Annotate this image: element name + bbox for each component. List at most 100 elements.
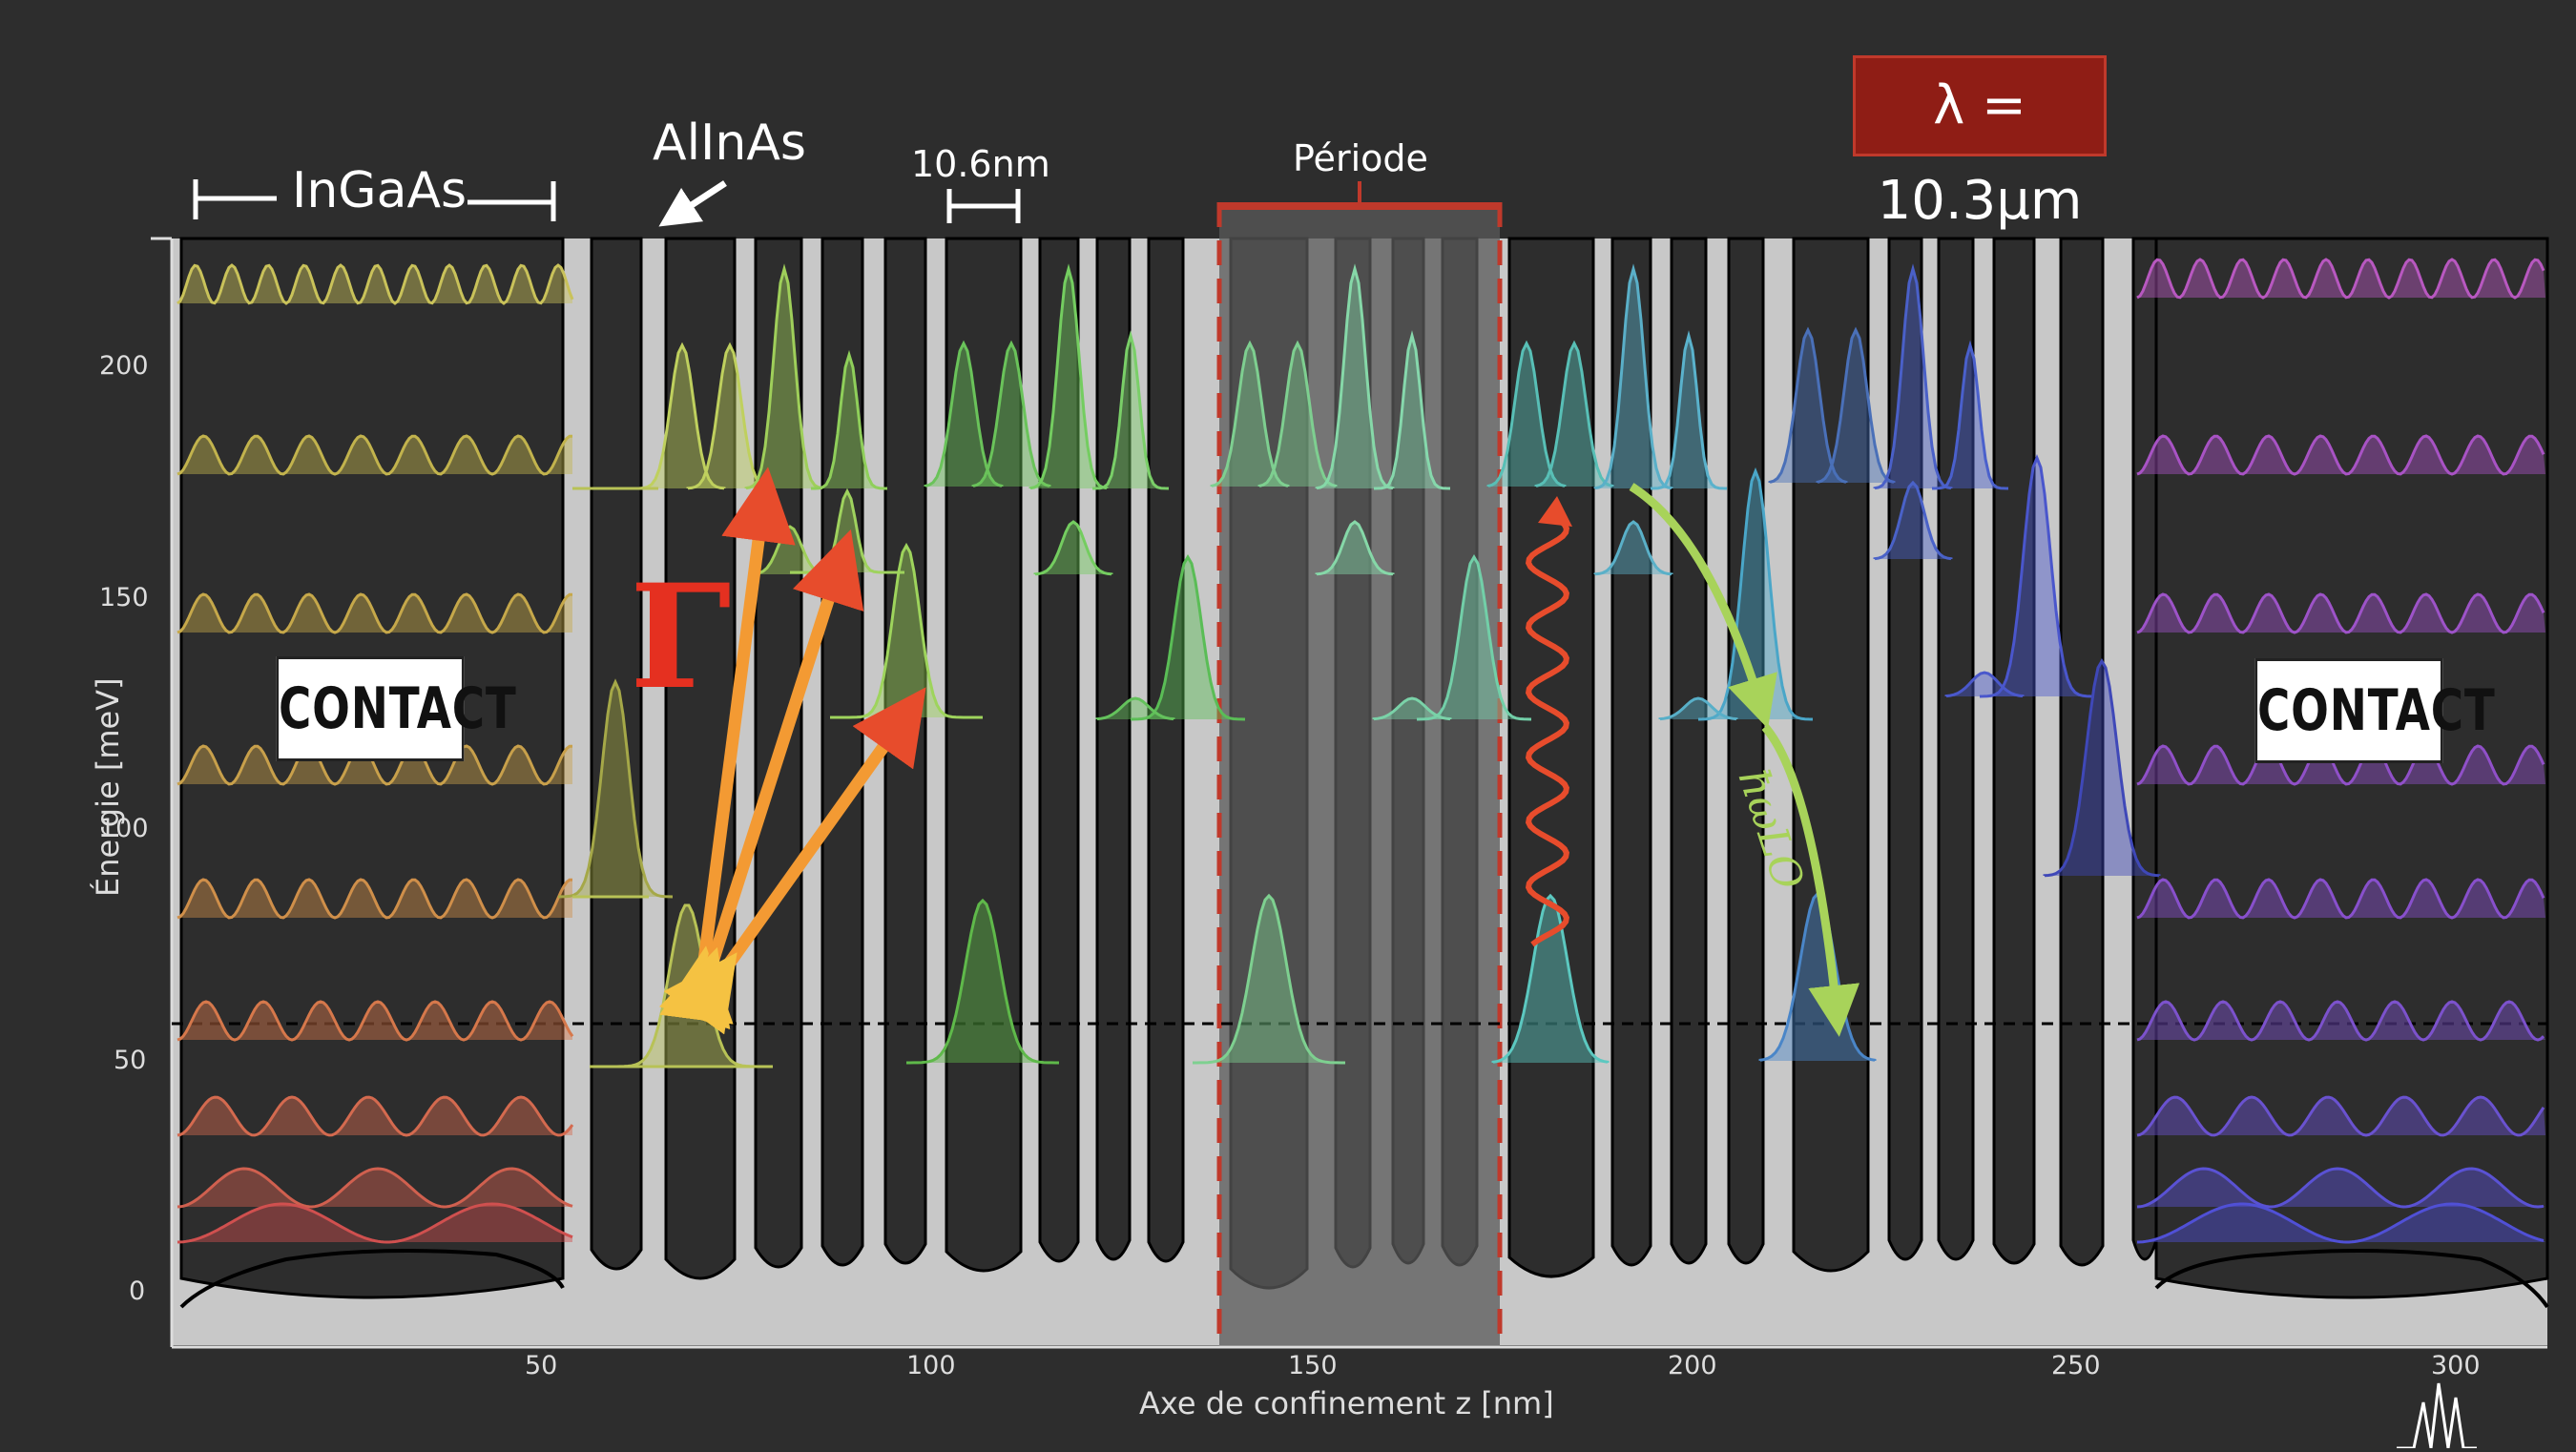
y-tick-200: 200 [99, 351, 149, 381]
subband-state-fill [1595, 269, 1672, 488]
quantum-well [179, 237, 565, 1299]
gamma-label: Γ [630, 553, 732, 721]
subband-state [1210, 340, 1290, 487]
subband-state-fill [1317, 269, 1393, 488]
contact-right-state-fill [2137, 880, 2545, 918]
contact-left-state [177, 1000, 574, 1042]
quantum-well [1038, 237, 1080, 1263]
contact-left-state [177, 1167, 573, 1209]
phonon-arrow-2 [1761, 724, 1860, 1037]
contact-left-state-fill [177, 1204, 572, 1242]
quantum-well [883, 237, 927, 1265]
contact-right-state-fill [2137, 259, 2545, 298]
subband-state [1315, 520, 1395, 576]
spectrum-glyph-icon [2397, 1382, 2477, 1450]
subband-state-fill [1488, 343, 1565, 487]
subband-state [1373, 330, 1451, 490]
subband-state [1650, 330, 1728, 490]
contact-band-edge-right [2154, 1249, 2549, 1309]
subband-state [1816, 326, 1896, 484]
subband-state [1873, 480, 1953, 561]
contact-left-state [177, 878, 572, 920]
subband-state-fill [1980, 458, 2094, 696]
contact-right-state [2136, 1095, 2545, 1137]
quantum-well [1937, 237, 1975, 1261]
subband-state-fill [1417, 557, 1531, 719]
subband-state-fill [1875, 483, 1951, 559]
contact-left-state [177, 434, 572, 476]
subband-state [1033, 520, 1113, 576]
subband-state-fill [811, 355, 887, 488]
subband-state-fill [1932, 345, 2008, 488]
subband-state [1979, 453, 2095, 698]
subband-state-fill [830, 546, 983, 717]
overlay-layer [193, 179, 2477, 1450]
x-tick-100: 100 [906, 1351, 956, 1380]
subband-state [811, 349, 887, 490]
subband-state-fill [906, 901, 1059, 1063]
subband-state [906, 898, 1059, 1065]
subband-state-fill [1259, 343, 1336, 487]
subband-state-fill [1317, 522, 1393, 574]
quantum-well [1095, 237, 1132, 1261]
subband-state-fill [973, 343, 1049, 487]
subband-state [1593, 520, 1673, 576]
subband-state-fill [1946, 673, 2023, 696]
subband-state-fill [1097, 698, 1174, 719]
subband-state-fill [1092, 336, 1169, 488]
wavefunctions-layer [177, 258, 2545, 1244]
x-tick-250: 250 [2051, 1351, 2101, 1380]
quantum-well [1507, 237, 1595, 1278]
width-label: 10.6nm [911, 143, 1050, 185]
photon-emission-wave [1525, 510, 1570, 947]
x-tick-50: 50 [525, 1351, 558, 1380]
scattering-arrow [663, 687, 926, 1035]
subband-state [1486, 340, 1567, 487]
subband-state-fill [1212, 343, 1288, 487]
contact-left-state [177, 1202, 573, 1244]
contact-right-state [2136, 744, 2545, 786]
contact-left-state [177, 263, 574, 305]
subband-state [1193, 893, 1345, 1065]
contact-right-state [2136, 592, 2545, 634]
y-tick-100: 100 [99, 814, 149, 843]
contact-left-state [177, 744, 572, 786]
subband-state [924, 340, 1004, 487]
subband-state [1873, 263, 1953, 490]
quantum-well [1887, 237, 1923, 1261]
contact-right-state [2136, 878, 2545, 920]
y-tick-0: 0 [129, 1276, 146, 1306]
subband-state [1095, 696, 1175, 721]
contact-right-state-fill [2137, 594, 2545, 633]
subband-state [1372, 696, 1452, 721]
phonon-arrow-1 [1629, 483, 1777, 729]
subband-state-fill [1818, 330, 1894, 483]
subband-state-fill [925, 343, 1002, 487]
subband-state [1028, 263, 1109, 490]
contact-left-state [177, 592, 572, 634]
contact-right-state [2136, 434, 2545, 476]
subband-state [1768, 326, 1848, 484]
contact-left-state [177, 1095, 574, 1137]
subband-state-fill [1131, 557, 1245, 719]
x-tick-150: 150 [1288, 1351, 1338, 1380]
contact-right-state-fill [2137, 436, 2545, 474]
quantum-well [1147, 237, 1185, 1263]
subband-state-fill [1875, 269, 1951, 488]
contact-band-edge-left [179, 1249, 565, 1309]
contact-left-box: CONTACT [276, 656, 516, 761]
subband-state [1534, 340, 1614, 487]
quantum-well [1727, 237, 1765, 1265]
subband-state [1315, 263, 1395, 490]
subband-state [1944, 671, 2025, 698]
x-axis-label: Axe de confinement z [nm] [1139, 1385, 1554, 1421]
contact-right-state-fill [2137, 1204, 2545, 1242]
subband-state [1697, 467, 1814, 721]
subband-state [557, 678, 674, 899]
y-axis-label: Énergie [meV] [90, 677, 126, 897]
subband-state [1257, 340, 1338, 487]
y-tick-150: 150 [99, 583, 149, 612]
allnas-pointer-arrow [658, 180, 727, 227]
